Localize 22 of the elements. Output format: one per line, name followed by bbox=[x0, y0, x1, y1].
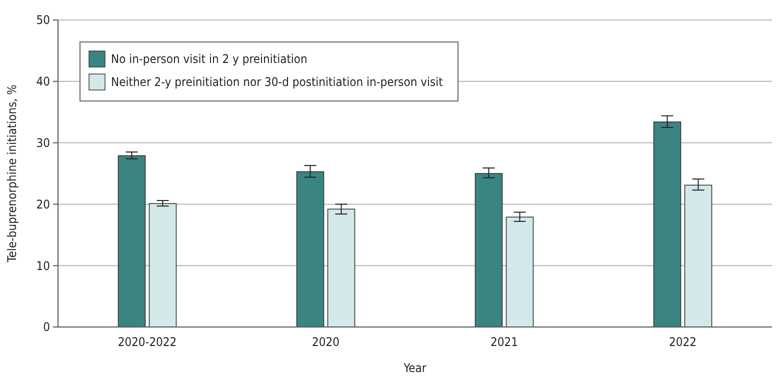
bar bbox=[684, 184, 712, 328]
x-tick-label: 2021 bbox=[490, 335, 518, 349]
y-tick-label: 20 bbox=[36, 197, 50, 212]
bar bbox=[327, 208, 356, 328]
bar bbox=[506, 216, 534, 328]
x-tick-label: 2020 bbox=[312, 335, 340, 349]
legend-label: No in-person visit in 2 y preinitiation bbox=[111, 52, 308, 66]
x-tick-label: 2022 bbox=[669, 335, 696, 349]
bar bbox=[474, 173, 503, 328]
y-tick-label: 40 bbox=[36, 74, 50, 89]
bar bbox=[296, 171, 324, 328]
bar bbox=[148, 203, 177, 328]
x-tick-label: 2020-2022 bbox=[118, 335, 177, 349]
y-tick-label: 10 bbox=[36, 258, 50, 273]
y-axis-title: Tele-buprenorphine initiations, % bbox=[5, 84, 19, 264]
bar bbox=[118, 155, 146, 328]
legend-label: Neither 2-y preinitiation nor 30-d postinitiation in-person visit bbox=[111, 75, 443, 90]
x-axis-title: Year bbox=[402, 361, 427, 375]
y-tick-label: 50 bbox=[36, 13, 50, 28]
y-tick-label: 0 bbox=[43, 320, 50, 334]
bar bbox=[653, 122, 682, 328]
y-tick-label: 30 bbox=[36, 136, 50, 150]
